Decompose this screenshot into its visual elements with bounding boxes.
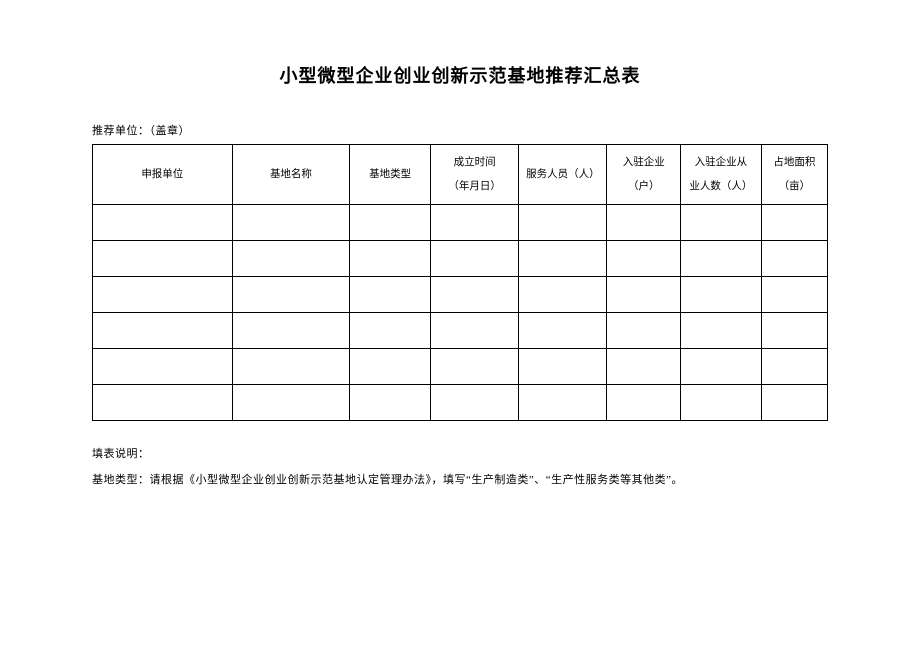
cell: [519, 385, 607, 421]
cell: [431, 277, 519, 313]
notes-heading: 填表说明：: [92, 441, 828, 467]
col-header-settled-enterprises: 入驻企业 （户）: [607, 145, 681, 205]
cell: [607, 277, 681, 313]
page-title: 小型微型企业创业创新示范基地推荐汇总表: [92, 62, 828, 88]
cell: [350, 241, 431, 277]
cell: [232, 313, 350, 349]
cell: [519, 277, 607, 313]
cell: [232, 349, 350, 385]
cell: [350, 205, 431, 241]
header-line1: 占地面积: [764, 151, 825, 174]
table-row: [93, 277, 828, 313]
col-header-base-type: 基地类型: [350, 145, 431, 205]
cell: [519, 241, 607, 277]
cell: [761, 241, 827, 277]
table-row: [93, 349, 828, 385]
header-line1: 入驻企业从: [683, 151, 759, 174]
cell: [680, 349, 761, 385]
cell: [93, 241, 233, 277]
cell: [431, 385, 519, 421]
page-container: 小型微型企业创业创新示范基地推荐汇总表 推荐单位：（盖章） 申报单位 基地名称 …: [0, 0, 920, 534]
cell: [680, 241, 761, 277]
cell: [761, 385, 827, 421]
cell: [93, 205, 233, 241]
cell: [607, 241, 681, 277]
cell: [607, 349, 681, 385]
summary-table: 申报单位 基地名称 基地类型 成立时间 （年月日） 服务人员（人）: [92, 144, 828, 421]
table-row: [93, 205, 828, 241]
header-line1: 申报单位: [95, 163, 230, 186]
table-row: [93, 313, 828, 349]
cell: [761, 313, 827, 349]
col-header-applicant: 申报单位: [93, 145, 233, 205]
cell: [232, 385, 350, 421]
cell: [761, 277, 827, 313]
cell: [431, 241, 519, 277]
cell: [680, 385, 761, 421]
col-header-establish-date: 成立时间 （年月日）: [431, 145, 519, 205]
cell: [350, 277, 431, 313]
col-header-base-name: 基地名称: [232, 145, 350, 205]
col-header-enterprise-staff: 入驻企业从 业人数（人）: [680, 145, 761, 205]
cell: [350, 385, 431, 421]
cell: [232, 277, 350, 313]
cell: [350, 349, 431, 385]
notes-base-type: 基地类型：请根据《小型微型企业创业创新示范基地认定管理办法》，填写“生产制造类”…: [92, 467, 828, 493]
col-header-service-staff: 服务人员（人）: [519, 145, 607, 205]
recommend-unit-label: 推荐单位：（盖章）: [92, 122, 828, 138]
header-line1: 入驻企业: [609, 151, 678, 174]
cell: [232, 205, 350, 241]
header-line2: 业人数（人）: [683, 175, 759, 198]
cell: [93, 313, 233, 349]
cell: [93, 385, 233, 421]
cell: [607, 205, 681, 241]
cell: [607, 385, 681, 421]
header-line1: 服务人员（人）: [521, 163, 604, 186]
cell: [761, 205, 827, 241]
header-line2: （户）: [609, 175, 678, 198]
cell: [93, 349, 233, 385]
cell: [431, 313, 519, 349]
cell: [519, 349, 607, 385]
table-row: [93, 241, 828, 277]
cell: [519, 313, 607, 349]
cell: [680, 313, 761, 349]
header-line1: 基地名称: [235, 163, 348, 186]
cell: [607, 313, 681, 349]
cell: [519, 205, 607, 241]
header-line1: 成立时间: [433, 151, 516, 174]
header-line2: （亩）: [764, 175, 825, 198]
cell: [431, 205, 519, 241]
cell: [761, 349, 827, 385]
notes-section: 填表说明： 基地类型：请根据《小型微型企业创业创新示范基地认定管理办法》，填写“…: [92, 441, 828, 494]
cell: [232, 241, 350, 277]
cell: [350, 313, 431, 349]
table-row: [93, 385, 828, 421]
table-header-row: 申报单位 基地名称 基地类型 成立时间 （年月日） 服务人员（人）: [93, 145, 828, 205]
header-line2: （年月日）: [433, 175, 516, 198]
cell: [431, 349, 519, 385]
header-line1: 基地类型: [352, 163, 428, 186]
col-header-land-area: 占地面积 （亩）: [761, 145, 827, 205]
cell: [93, 277, 233, 313]
cell: [680, 205, 761, 241]
cell: [680, 277, 761, 313]
